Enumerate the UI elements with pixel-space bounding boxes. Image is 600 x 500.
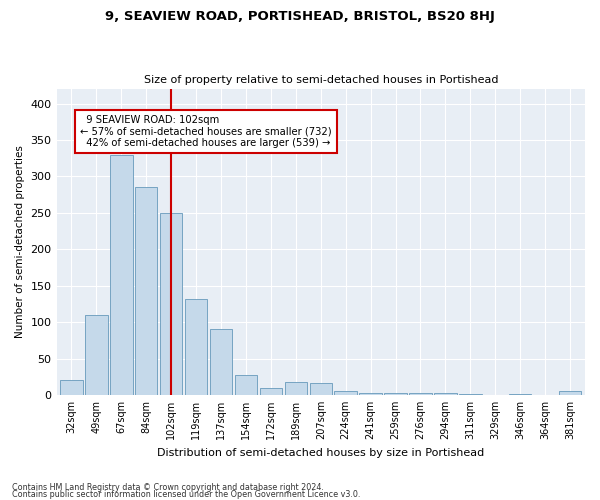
Bar — [135, 188, 157, 395]
Bar — [210, 330, 232, 395]
Bar — [110, 154, 133, 395]
Text: 9 SEAVIEW ROAD: 102sqm
← 57% of semi-detached houses are smaller (732)
  42% of : 9 SEAVIEW ROAD: 102sqm ← 57% of semi-det… — [80, 114, 332, 148]
Bar — [559, 392, 581, 395]
Bar — [385, 392, 407, 395]
Text: Contains HM Land Registry data © Crown copyright and database right 2024.: Contains HM Land Registry data © Crown c… — [12, 484, 324, 492]
Bar — [409, 392, 431, 395]
Bar — [235, 376, 257, 395]
Bar — [284, 382, 307, 395]
Text: 9, SEAVIEW ROAD, PORTISHEAD, BRISTOL, BS20 8HJ: 9, SEAVIEW ROAD, PORTISHEAD, BRISTOL, BS… — [105, 10, 495, 23]
Bar — [185, 299, 208, 395]
Bar — [509, 394, 532, 395]
Bar — [60, 380, 83, 395]
Bar — [160, 213, 182, 395]
Bar — [260, 388, 282, 395]
Bar — [334, 390, 357, 395]
X-axis label: Distribution of semi-detached houses by size in Portishead: Distribution of semi-detached houses by … — [157, 448, 484, 458]
Bar — [85, 315, 107, 395]
Bar — [310, 382, 332, 395]
Bar — [434, 392, 457, 395]
Y-axis label: Number of semi-detached properties: Number of semi-detached properties — [15, 146, 25, 338]
Bar — [359, 392, 382, 395]
Bar — [459, 394, 482, 395]
Text: Contains public sector information licensed under the Open Government Licence v3: Contains public sector information licen… — [12, 490, 361, 499]
Title: Size of property relative to semi-detached houses in Portishead: Size of property relative to semi-detach… — [143, 76, 498, 86]
